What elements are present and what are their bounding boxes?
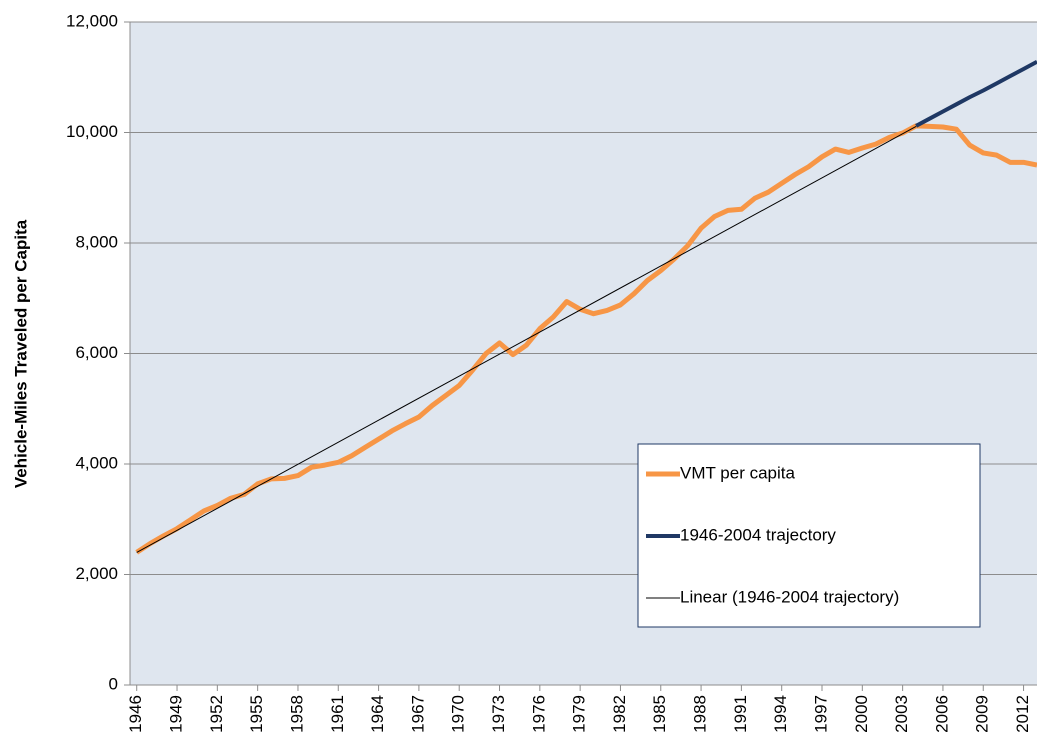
x-tick-label: 1967 — [408, 695, 427, 733]
x-tick-label: 1964 — [368, 695, 387, 733]
x-tick-label: 1997 — [811, 695, 830, 733]
x-tick-label: 1949 — [167, 695, 186, 733]
x-tick-label: 1985 — [650, 695, 669, 733]
x-tick-label: 1979 — [570, 695, 589, 733]
x-tick-label: 1991 — [731, 695, 750, 733]
legend-label: Linear (1946-2004 trajectory) — [680, 587, 899, 606]
y-axis-label: Vehicle-Miles Traveled per Capita — [11, 219, 30, 488]
x-tick-label: 1958 — [287, 695, 306, 733]
data-line — [135, 123, 1037, 555]
legend — [637, 443, 981, 628]
x-tick-label: 2009 — [973, 695, 992, 733]
x-tick-label: 1952 — [207, 695, 226, 733]
y-tick-label: 6,000 — [75, 343, 118, 362]
y-tick-label: 8,000 — [75, 232, 118, 251]
data-line — [915, 60, 1037, 128]
x-tick-label: 1955 — [247, 695, 266, 733]
data-line — [136, 125, 917, 553]
x-tick-label: 1946 — [126, 695, 145, 733]
x-tick-label: 1961 — [328, 695, 347, 733]
legend-label: 1946-2004 trajectory — [680, 525, 836, 544]
x-tick-label: 1994 — [771, 695, 790, 733]
x-tick-label: 1982 — [610, 695, 629, 733]
x-tick-label: 2012 — [1013, 695, 1032, 733]
x-tick-label: 1976 — [529, 695, 548, 733]
x-tick-label: 2003 — [892, 695, 911, 733]
x-tick-label: 1988 — [691, 695, 710, 733]
legend-label: VMT per capita — [680, 463, 796, 482]
x-tick-label: 1970 — [449, 695, 468, 733]
y-tick-label: 2,000 — [75, 564, 118, 583]
x-tick-label: 1973 — [489, 695, 508, 733]
y-tick-label: 10,000 — [66, 122, 118, 141]
y-tick-label: 4,000 — [75, 453, 118, 472]
y-tick-label: 12,000 — [66, 11, 118, 30]
x-tick-label: 2006 — [932, 695, 951, 733]
y-tick-label: 0 — [109, 674, 118, 693]
x-tick-label: 2000 — [852, 695, 871, 733]
